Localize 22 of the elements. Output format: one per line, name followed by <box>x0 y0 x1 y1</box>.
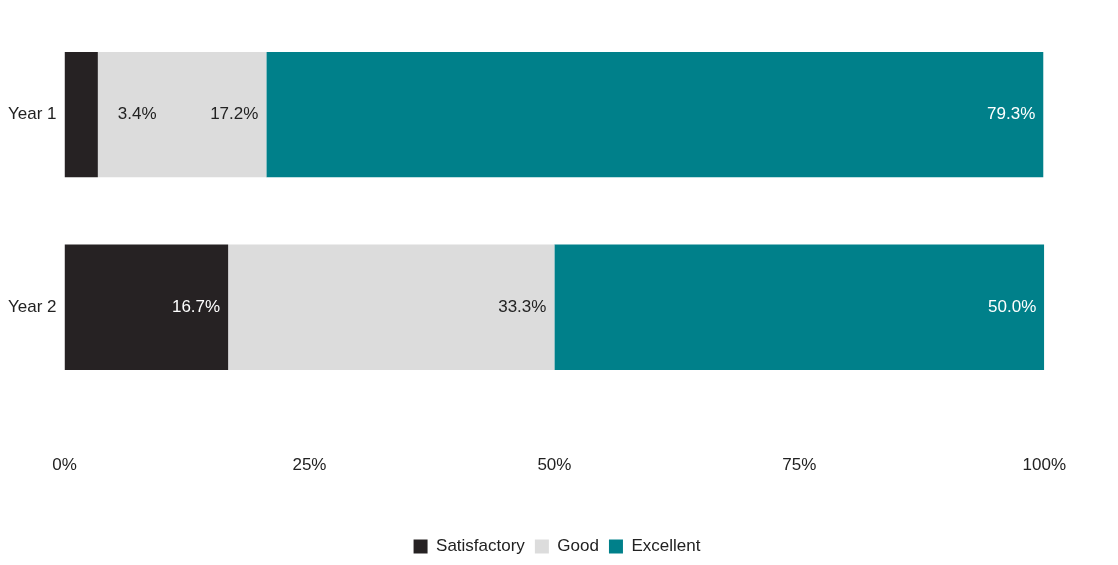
x-tick-label: 0% <box>52 455 77 475</box>
data-label: 16.7% <box>171 296 221 316</box>
data-label: 33.3% <box>498 296 547 316</box>
bar <box>554 244 1045 370</box>
data-label: 50.0% <box>988 296 1037 316</box>
legend-label: Excellent <box>631 536 701 556</box>
data-label: 3.4% <box>117 104 157 124</box>
bar <box>97 51 267 178</box>
y-tick-label: Year 2 <box>8 296 57 316</box>
x-tick-label: 75% <box>782 455 817 475</box>
y-tick-label: Year 1 <box>8 104 57 124</box>
x-tick-label: 100% <box>1022 455 1066 475</box>
bar <box>266 51 1044 178</box>
bar <box>64 51 98 178</box>
bar <box>64 244 229 370</box>
data-label: 79.3% <box>987 104 1036 124</box>
legend-label: Good <box>557 536 599 556</box>
bar <box>228 244 555 370</box>
legend-label: Satisfactory <box>436 536 526 556</box>
data-label: 17.2% <box>210 104 259 124</box>
x-tick-label: 50% <box>537 455 572 475</box>
x-tick-label: 25% <box>292 455 327 475</box>
